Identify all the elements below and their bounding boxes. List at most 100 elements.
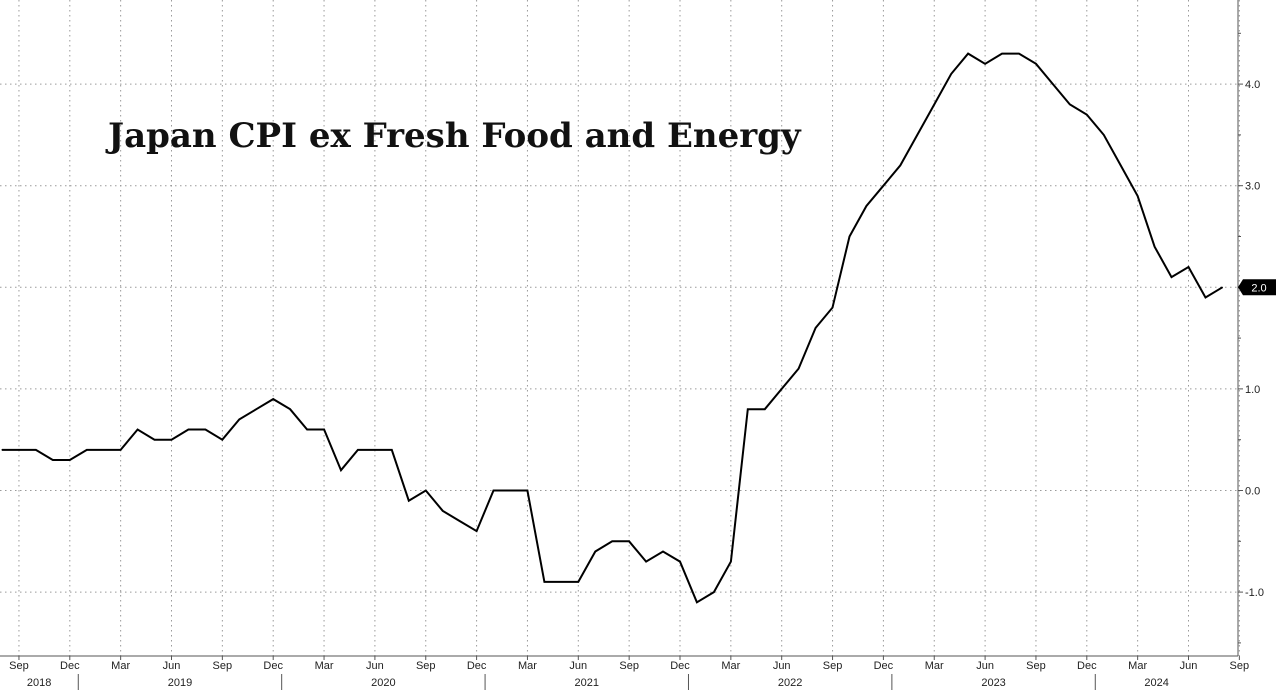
x-month-label: Dec — [60, 660, 80, 672]
x-month-label: Jun — [569, 660, 587, 672]
cpi-data-point — [357, 449, 359, 451]
x-year-label: 2022 — [778, 677, 802, 689]
cpi-data-point — [560, 581, 562, 583]
x-month-label: Sep — [213, 660, 233, 672]
cpi-data-point — [340, 469, 342, 471]
cpi-data-point — [323, 428, 325, 431]
x-month-label: Mar — [518, 660, 537, 672]
cpi-data-point — [374, 449, 376, 451]
cpi-data-point — [272, 398, 274, 400]
x-month-label: Dec — [467, 660, 487, 672]
cpi-data-point — [425, 489, 427, 492]
cpi-data-point — [238, 418, 240, 420]
cpi-data-point — [950, 73, 952, 75]
cpi-data-point — [221, 439, 223, 441]
cpi-data-point — [52, 459, 54, 461]
chart-title: Japan CPI ex Fresh Food and Energy — [105, 116, 802, 156]
cpi-data-point — [1001, 53, 1003, 55]
x-year-label: 2020 — [371, 677, 395, 689]
cpi-data-point — [577, 581, 579, 583]
x-month-label: Sep — [9, 660, 29, 672]
cpi-data-point — [476, 530, 478, 532]
cpi-data-point — [187, 428, 190, 431]
x-month-label: Mar — [111, 660, 130, 672]
cpi-data-point — [916, 134, 918, 136]
x-year-label: 2021 — [575, 677, 599, 689]
cpi-data-point — [1170, 276, 1173, 278]
cpi-data-point — [594, 550, 596, 553]
x-month-label: Mar — [1128, 660, 1147, 672]
cpi-data-point — [306, 428, 308, 431]
x-month-label: Sep — [823, 660, 843, 672]
cpi-data-point — [611, 540, 613, 542]
y-tick-label: 4.0 — [1245, 79, 1260, 91]
cpi-data-point — [628, 540, 630, 542]
x-month-label: Sep — [416, 660, 436, 672]
cpi-data-point — [289, 408, 291, 410]
last-value-badge — [1238, 279, 1276, 296]
cpi-data-point — [815, 327, 817, 329]
cpi-data-point — [255, 408, 257, 410]
cpi-data-point — [86, 449, 88, 451]
x-month-label: Sep — [1230, 660, 1250, 672]
cpi-data-point — [35, 449, 37, 451]
cpi-data-point — [1086, 113, 1088, 116]
cpi-data-point — [391, 449, 393, 451]
cpi-data-point — [153, 439, 156, 441]
x-month-label: Mar — [315, 660, 334, 672]
cpi-data-point — [747, 408, 749, 410]
x-month-label: Jun — [163, 660, 181, 672]
cpi-data-point — [120, 449, 122, 451]
cpi-data-point — [679, 561, 681, 563]
cpi-data-point — [170, 439, 173, 441]
x-month-label: Jun — [773, 660, 791, 672]
x-year-label: 2018 — [27, 677, 51, 689]
cpi-data-point — [899, 164, 901, 166]
cpi-data-point — [781, 388, 783, 390]
cpi-data-point — [1221, 286, 1223, 288]
cpi-data-point — [730, 561, 732, 563]
cpi-data-point — [1018, 53, 1020, 55]
cpi-data-point — [848, 235, 851, 238]
cpi-data-point — [1, 449, 3, 451]
cpi-data-point — [645, 561, 647, 563]
cpi-data-point — [662, 550, 664, 553]
cpi-data-point — [1154, 246, 1156, 248]
cpi-data-point — [543, 581, 546, 583]
cpi-data-point — [831, 307, 834, 309]
x-year-label: 2023 — [981, 677, 1005, 689]
x-year-label: 2019 — [168, 677, 192, 689]
x-month-label: Mar — [721, 660, 740, 672]
last-value-label: 2.0 — [1238, 279, 1276, 296]
cpi-data-point — [1035, 63, 1037, 65]
cpi-data-point — [696, 601, 698, 603]
x-month-label: Dec — [874, 660, 894, 672]
cpi-data-point — [442, 510, 444, 512]
x-year-label: 2024 — [1144, 677, 1168, 689]
cpi-data-point — [408, 500, 410, 502]
cpi-data-point — [459, 520, 461, 522]
line-layer — [1, 52, 1223, 604]
x-month-label: Jun — [1180, 660, 1198, 672]
cpi-data-point — [865, 205, 868, 207]
cpi-data-point — [492, 489, 495, 492]
x-axis: Sep Dec Mar Jun Sep Dec Mar Jun Sep Dec Mar Jun Sep D… — [0, 655, 1250, 690]
cpi-data-point — [204, 428, 206, 431]
cpi-data-point — [1137, 195, 1139, 197]
x-month-label: Mar — [925, 660, 944, 672]
cpi-data-point — [798, 367, 800, 370]
cpi-data-point — [1120, 164, 1122, 166]
x-month-label: Jun — [366, 660, 384, 672]
cpi-data-point — [18, 449, 20, 451]
cpi-data-point — [526, 489, 529, 492]
cpi-data-point — [967, 53, 969, 55]
y-tick-label: 0.0 — [1245, 486, 1260, 498]
cpi-data-point — [1069, 103, 1071, 106]
y-tick-label: -1.0 — [1245, 587, 1264, 599]
cpi-data-point — [103, 449, 105, 451]
x-month-label: Dec — [263, 660, 283, 672]
y-axis: 4.03.02.01.00.0-1.02.0 — [1237, 0, 1276, 656]
y-tick-label: 1.0 — [1245, 384, 1260, 396]
